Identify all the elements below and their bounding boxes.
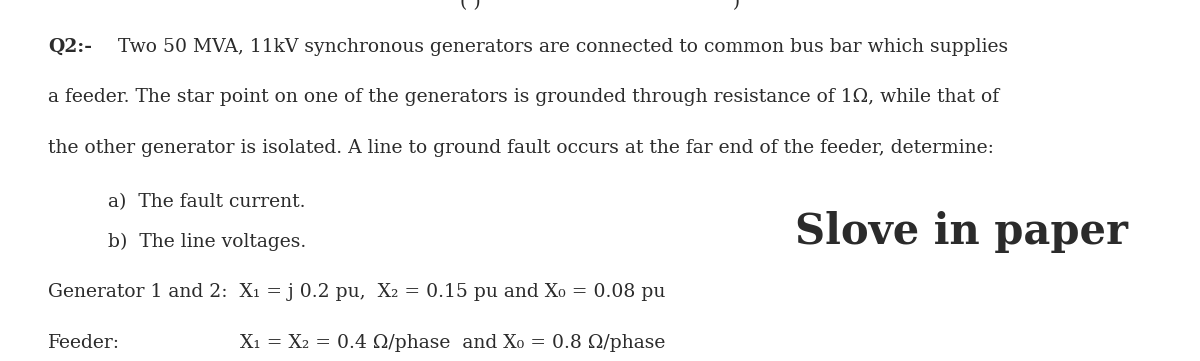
Text: a)  The fault current.: a) The fault current. [108, 193, 306, 211]
Text: the other generator is isolated. A line to ground fault occurs at the far end of: the other generator is isolated. A line … [48, 139, 994, 157]
Text: Feeder:: Feeder: [48, 334, 120, 352]
Text: Generator 1 and 2:  X₁ = j 0.2 pu,  X₂ = 0.15 pu and X₀ = 0.08 pu: Generator 1 and 2: X₁ = j 0.2 pu, X₂ = 0… [48, 283, 665, 301]
Text: X₁ = X₂ = 0.4 Ω/phase  and X₀ = 0.8 Ω/phase: X₁ = X₂ = 0.4 Ω/phase and X₀ = 0.8 Ω/pha… [240, 334, 665, 352]
Text: ( )                                          ): ( ) ) [460, 0, 740, 11]
Text: Two 50 MVA, 11kV synchronous generators are connected to common bus bar which su: Two 50 MVA, 11kV synchronous generators … [112, 38, 1008, 56]
Text: b)  The line voltages.: b) The line voltages. [108, 233, 306, 251]
Text: Q2:-: Q2:- [48, 38, 92, 56]
Text: Slove in paper: Slove in paper [796, 211, 1128, 253]
Text: a feeder. The star point on one of the generators is grounded through resistance: a feeder. The star point on one of the g… [48, 88, 1000, 106]
